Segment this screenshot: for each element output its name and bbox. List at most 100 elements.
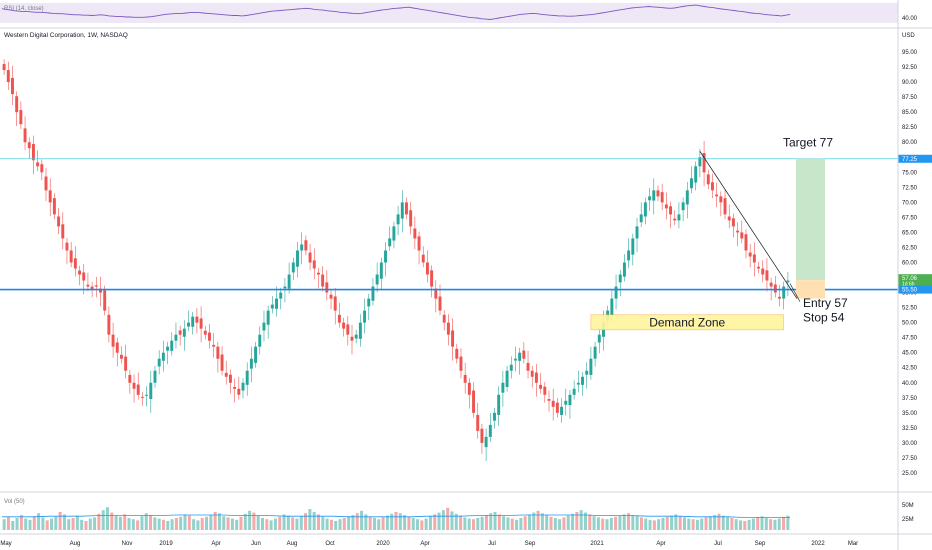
volume-tick: 25M — [902, 517, 914, 523]
volume-bar — [687, 518, 691, 530]
volume-bar — [50, 518, 54, 530]
volume-bar — [114, 515, 118, 530]
candle — [115, 342, 119, 353]
candle — [702, 153, 706, 173]
candle — [555, 402, 559, 413]
candle — [451, 330, 455, 347]
candle — [652, 190, 656, 201]
candle — [329, 294, 333, 299]
candle — [384, 250, 387, 263]
volume-bar — [183, 514, 187, 530]
candle — [719, 196, 723, 203]
price-tick: 70.00 — [902, 200, 918, 206]
candle — [430, 270, 434, 287]
volume-bar — [730, 518, 734, 530]
candle — [103, 290, 107, 311]
volume-bar — [446, 507, 450, 530]
candle — [493, 412, 496, 421]
price-tick: 37.50 — [902, 396, 918, 402]
volume-bar — [62, 514, 66, 530]
candle — [52, 198, 56, 215]
candle — [321, 274, 325, 287]
candle — [132, 382, 136, 389]
volume-bar — [657, 519, 661, 530]
candle — [400, 202, 404, 219]
candle — [568, 394, 572, 406]
volume-bar — [648, 519, 652, 530]
time-tick: Jul — [714, 541, 722, 547]
candle — [15, 96, 19, 113]
time-tick: 2021 — [590, 541, 604, 547]
candle — [228, 374, 232, 383]
candle — [656, 190, 660, 197]
candle — [300, 244, 304, 251]
volume-bar — [54, 516, 58, 530]
candle — [723, 198, 727, 215]
volume-bar — [558, 519, 562, 530]
candle — [304, 240, 308, 251]
candle — [618, 274, 622, 283]
candle — [392, 226, 396, 241]
volume-bar — [381, 517, 385, 530]
volume-bar — [777, 518, 781, 530]
candle — [455, 348, 459, 359]
volume-bar — [489, 513, 493, 530]
candle — [488, 424, 492, 437]
demand-zone-label: Demand Zone — [649, 316, 725, 330]
candle — [379, 262, 383, 279]
volume-bar — [2, 519, 6, 530]
rsi-line — [1, 4, 791, 20]
target-zone — [796, 158, 825, 281]
price-tick: 90.00 — [902, 80, 918, 86]
candle — [153, 370, 157, 383]
volume-bar — [553, 518, 557, 530]
volume-bar — [472, 519, 476, 530]
volume-bar — [45, 520, 49, 530]
candle — [731, 218, 735, 227]
volume-bar — [631, 515, 635, 530]
candle — [405, 202, 408, 215]
downtrend-line — [699, 151, 798, 299]
volume-bar — [700, 518, 704, 530]
volume-bar — [424, 518, 428, 530]
candle — [547, 399, 551, 401]
demand-zone — [590, 314, 784, 331]
volume-bar — [614, 516, 618, 530]
svg-text:77.25: 77.25 — [902, 157, 918, 163]
volume-bar — [248, 510, 252, 530]
volume-bar — [93, 517, 97, 530]
candle — [178, 330, 182, 335]
time-tick: Apr — [420, 541, 429, 547]
volume-bar — [110, 512, 114, 530]
volume-bar — [261, 518, 265, 530]
candle — [476, 414, 480, 431]
volume-bar — [282, 514, 286, 530]
candle — [778, 296, 781, 299]
volume-bar — [682, 517, 687, 530]
candle — [446, 322, 450, 335]
volume-bar — [450, 511, 454, 530]
volume-bar — [433, 514, 437, 530]
candle — [245, 370, 249, 385]
candle — [312, 260, 316, 269]
volume-bar — [639, 517, 643, 530]
price-tick: 82.50 — [902, 125, 918, 131]
candle — [140, 396, 144, 398]
volume-bar — [532, 512, 536, 530]
candle — [363, 310, 367, 323]
candle — [191, 316, 195, 327]
volume-bar — [760, 516, 764, 530]
support-price-tag: 55.50 — [898, 285, 932, 294]
candle — [434, 288, 438, 299]
volume-bar — [41, 517, 45, 530]
candle — [6, 70, 10, 83]
volume-bar — [769, 519, 773, 530]
svg-text:55.50: 55.50 — [902, 288, 918, 294]
volume-bar — [403, 515, 407, 530]
candle — [111, 334, 115, 347]
volume-bar — [304, 513, 308, 530]
candle — [354, 334, 358, 339]
volume-bar — [342, 518, 346, 530]
price-tick: 92.50 — [902, 65, 918, 71]
